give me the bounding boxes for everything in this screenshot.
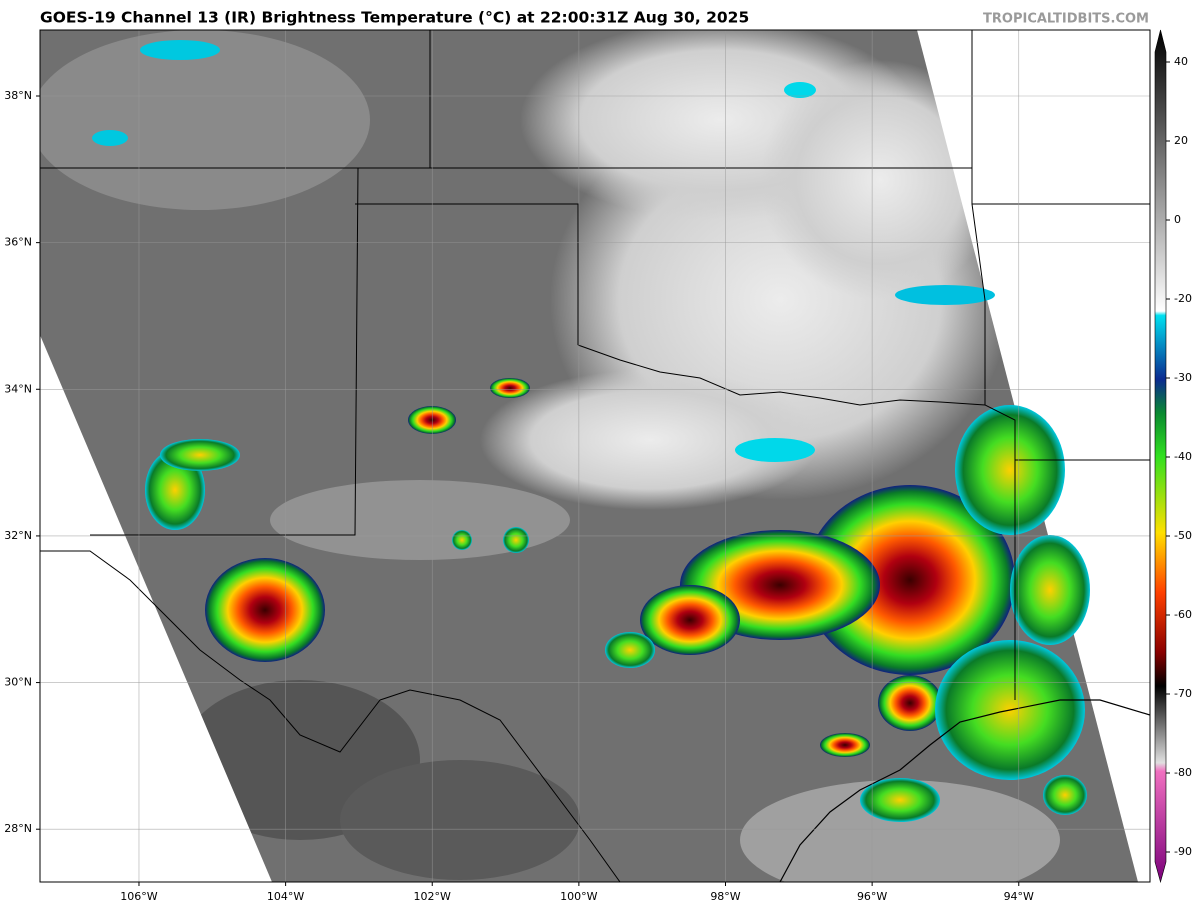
colorbar-label: -20 xyxy=(1174,292,1192,305)
lat-label: 34°N xyxy=(4,382,32,395)
map-frame xyxy=(39,29,1151,883)
lon-label: 104°W xyxy=(267,890,304,903)
colorbar-label: 20 xyxy=(1174,134,1188,147)
watermark: TROPICALTIDBITS.COM xyxy=(983,12,1149,27)
lat-label: 30°N xyxy=(4,676,32,689)
lat-label: 32°N xyxy=(4,529,32,542)
colorbar-label: -30 xyxy=(1174,371,1192,384)
colorbar-label: -40 xyxy=(1174,450,1192,463)
colorbar-label: 40 xyxy=(1174,55,1188,68)
colorbar-label: -60 xyxy=(1174,608,1192,621)
lon-label: 100°W xyxy=(560,890,597,903)
lon-label: 102°W xyxy=(414,890,451,903)
colorbar xyxy=(1154,29,1167,884)
satellite-image xyxy=(40,30,1150,882)
colorbar-label: -80 xyxy=(1174,766,1192,779)
colorbar-label: -70 xyxy=(1174,687,1192,700)
lon-label: 98°W xyxy=(710,890,740,903)
colorbar-label: -50 xyxy=(1174,529,1192,542)
colorbar-label: -90 xyxy=(1174,845,1192,858)
lat-label: 28°N xyxy=(4,822,32,835)
lat-label: 38°N xyxy=(4,89,32,102)
lon-label: 96°W xyxy=(857,890,887,903)
lat-label: 36°N xyxy=(4,236,32,249)
title: GOES-19 Channel 13 (IR) Brightness Tempe… xyxy=(40,9,749,27)
lon-label: 94°W xyxy=(1004,890,1034,903)
colorbar-label: 0 xyxy=(1174,213,1181,226)
lon-label: 106°W xyxy=(120,890,157,903)
